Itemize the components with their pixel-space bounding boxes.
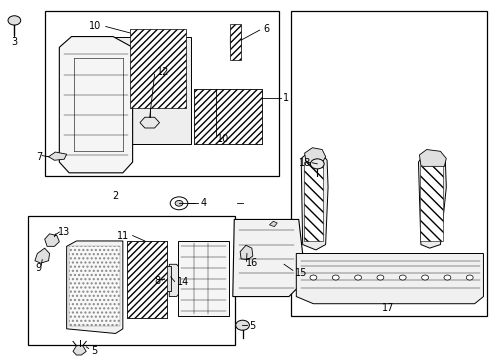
- Circle shape: [422, 275, 429, 280]
- Text: 5: 5: [91, 346, 98, 356]
- Circle shape: [170, 197, 188, 210]
- Text: 11: 11: [117, 231, 129, 240]
- Text: 9: 9: [36, 263, 42, 273]
- Bar: [27, 216, 235, 345]
- Text: 6: 6: [263, 24, 269, 35]
- Text: 15: 15: [295, 267, 308, 278]
- Polygon shape: [73, 346, 86, 355]
- Polygon shape: [45, 234, 59, 246]
- Polygon shape: [69, 246, 121, 326]
- Polygon shape: [164, 266, 171, 291]
- Polygon shape: [305, 148, 326, 163]
- Polygon shape: [270, 221, 277, 226]
- Polygon shape: [35, 248, 49, 263]
- Bar: [292, 12, 487, 316]
- Polygon shape: [59, 37, 133, 173]
- Polygon shape: [74, 37, 191, 144]
- Circle shape: [310, 275, 317, 280]
- Polygon shape: [194, 89, 262, 144]
- Text: 12: 12: [157, 67, 170, 77]
- Text: 5: 5: [249, 321, 255, 331]
- Polygon shape: [418, 153, 446, 248]
- Circle shape: [236, 320, 249, 330]
- Bar: [194, 89, 262, 144]
- Polygon shape: [130, 30, 186, 108]
- Bar: [127, 241, 167, 318]
- Circle shape: [377, 275, 384, 280]
- Circle shape: [355, 275, 362, 280]
- Bar: [45, 12, 279, 176]
- Circle shape: [466, 275, 473, 280]
- Polygon shape: [419, 149, 446, 166]
- Polygon shape: [420, 166, 443, 241]
- Text: 10: 10: [89, 21, 101, 31]
- Text: 13: 13: [58, 227, 71, 237]
- Polygon shape: [233, 220, 303, 297]
- Polygon shape: [169, 264, 182, 297]
- Polygon shape: [127, 241, 167, 318]
- Circle shape: [8, 16, 21, 25]
- Polygon shape: [140, 117, 159, 128]
- Text: 18: 18: [299, 158, 311, 168]
- Circle shape: [311, 159, 324, 169]
- Text: 16: 16: [246, 258, 258, 268]
- Polygon shape: [296, 253, 484, 304]
- Polygon shape: [49, 152, 67, 160]
- Text: 10: 10: [217, 134, 229, 144]
- Polygon shape: [230, 24, 241, 60]
- Text: 4: 4: [201, 198, 207, 208]
- Circle shape: [332, 275, 339, 280]
- Text: 7: 7: [36, 152, 42, 162]
- Circle shape: [444, 275, 451, 280]
- Text: 17: 17: [382, 303, 394, 314]
- Polygon shape: [67, 241, 123, 333]
- Polygon shape: [240, 245, 253, 260]
- Polygon shape: [230, 35, 241, 51]
- Text: 1: 1: [283, 93, 289, 103]
- Circle shape: [175, 201, 183, 206]
- Circle shape: [399, 275, 406, 280]
- Text: 8: 8: [154, 276, 160, 286]
- Text: 2: 2: [112, 191, 119, 201]
- Polygon shape: [304, 162, 323, 241]
- Polygon shape: [301, 151, 328, 250]
- Polygon shape: [177, 241, 229, 316]
- Text: 14: 14: [176, 277, 189, 287]
- Text: 3: 3: [11, 37, 18, 47]
